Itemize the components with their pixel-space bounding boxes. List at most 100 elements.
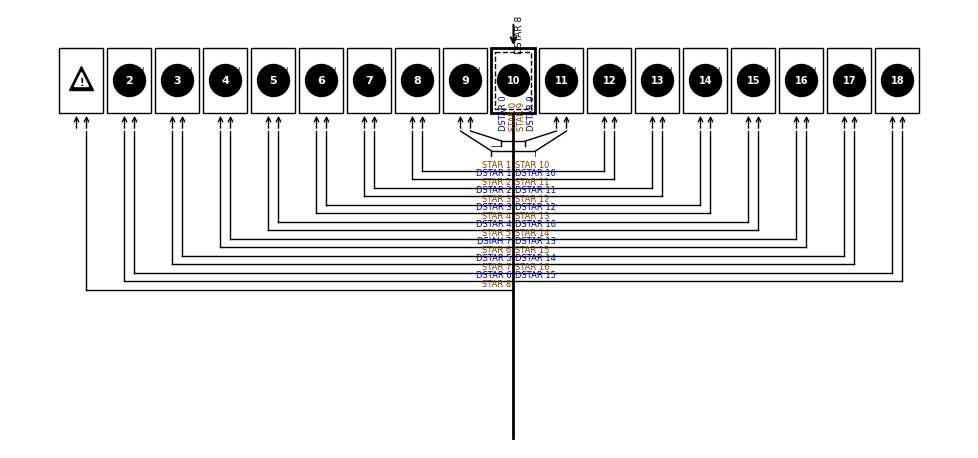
Circle shape [545,65,577,97]
Text: DSTAR 6: DSTAR 6 [475,271,511,280]
Text: DSTAR 8: DSTAR 8 [515,16,524,54]
Text: H: H [714,67,720,73]
Text: STAR 10: STAR 10 [515,161,550,170]
Text: H: H [426,67,431,73]
Text: DSTAR 13: DSTAR 13 [515,237,556,246]
Text: H: H [570,67,575,73]
Bar [491,48,535,113]
Text: H: H [666,67,672,73]
Text: 3: 3 [173,76,181,86]
Text: DSTAR 2: DSTAR 2 [475,186,511,195]
Bar [826,48,870,113]
Text: DSTAR 14: DSTAR 14 [515,254,556,263]
Text: STAR 11: STAR 11 [515,178,550,187]
Text: DSTAR 5: DSTAR 5 [475,254,511,263]
Text: 4: 4 [221,76,229,86]
Bar [587,48,631,113]
Text: STAR 3: STAR 3 [482,195,511,204]
Bar [156,48,200,113]
Text: 14: 14 [698,76,712,86]
Bar [539,48,583,113]
Text: H: H [187,67,192,73]
Polygon shape [69,66,94,91]
Circle shape [689,65,721,97]
Circle shape [257,65,289,97]
Circle shape [832,65,865,97]
Text: DSTAR 11: DSTAR 11 [515,186,556,195]
Text: 17: 17 [842,76,856,86]
Text: H: H [618,67,624,73]
Text: DSTAR 16: DSTAR 16 [515,220,556,229]
Bar [251,48,295,113]
Circle shape [401,65,433,97]
Text: !: ! [79,77,84,87]
Text: 15: 15 [746,76,760,86]
Text: STAR 13: STAR 13 [515,212,550,221]
Text: STAR 4: STAR 4 [482,212,511,221]
Text: 11: 11 [555,76,567,86]
Text: 16: 16 [794,76,808,86]
Text: STAR 0: STAR 0 [509,102,518,131]
Text: DSTAR 0: DSTAR 0 [499,95,508,131]
Circle shape [497,65,529,97]
Polygon shape [74,72,88,87]
Bar [635,48,679,113]
Text: STAR 2: STAR 2 [482,178,511,187]
Circle shape [880,65,912,97]
Text: H: H [858,67,864,73]
Text: STAR 15: STAR 15 [515,246,550,255]
Text: H: H [283,67,288,73]
Text: 7: 7 [365,76,373,86]
Text: 18: 18 [890,76,904,86]
Text: STAR 9: STAR 9 [517,102,526,131]
Text: DSTAR 3: DSTAR 3 [475,203,511,212]
Text: DSIAH 7: DSIAH 7 [476,237,511,246]
Text: 10: 10 [507,76,519,86]
Circle shape [305,65,337,97]
Text: DSTAR 12: DSTAR 12 [515,203,556,212]
Text: STAR 1: STAR 1 [482,161,511,170]
Circle shape [784,65,817,97]
Text: H: H [906,67,911,73]
Text: STAR 12: STAR 12 [515,195,550,204]
Text: 8: 8 [413,76,421,86]
Circle shape [353,65,385,97]
Text: DSTAR 1: DSTAR 1 [475,169,511,178]
Text: H: H [378,67,383,73]
Text: 2: 2 [125,76,133,86]
Text: 5: 5 [269,76,277,86]
Text: STAR 6: STAR 6 [482,246,511,255]
Text: H: H [810,67,816,73]
Text: 13: 13 [650,76,663,86]
Bar [108,48,152,113]
Circle shape [209,65,242,97]
Text: H: H [139,67,144,73]
Text: STAR 8: STAR 8 [482,280,511,289]
Bar [395,48,439,113]
Circle shape [641,65,673,97]
Bar [347,48,391,113]
Circle shape [449,65,481,97]
Text: STAR 5: STAR 5 [482,229,511,238]
Text: DSTAR 4: DSTAR 4 [475,220,511,229]
Text: DSTAR 15: DSTAR 15 [515,271,556,280]
Bar [874,48,918,113]
Text: H: H [474,67,479,73]
Bar [731,48,775,113]
Bar [203,48,247,113]
Text: DSTAR 10: DSTAR 10 [515,169,556,178]
Bar [443,48,487,113]
Circle shape [736,65,769,97]
Text: STAR 14: STAR 14 [515,229,550,238]
Text: H: H [235,67,240,73]
Text: 12: 12 [602,76,615,86]
Text: STAR 7: STAR 7 [482,263,511,272]
Text: STAR 16: STAR 16 [515,263,550,272]
Bar [60,48,104,113]
Text: H: H [331,67,335,73]
Bar [299,48,343,113]
Bar [778,48,822,113]
Text: H: H [762,67,768,73]
Text: DSTAR 9: DSTAR 9 [527,95,536,131]
Text: 9: 9 [461,76,469,86]
